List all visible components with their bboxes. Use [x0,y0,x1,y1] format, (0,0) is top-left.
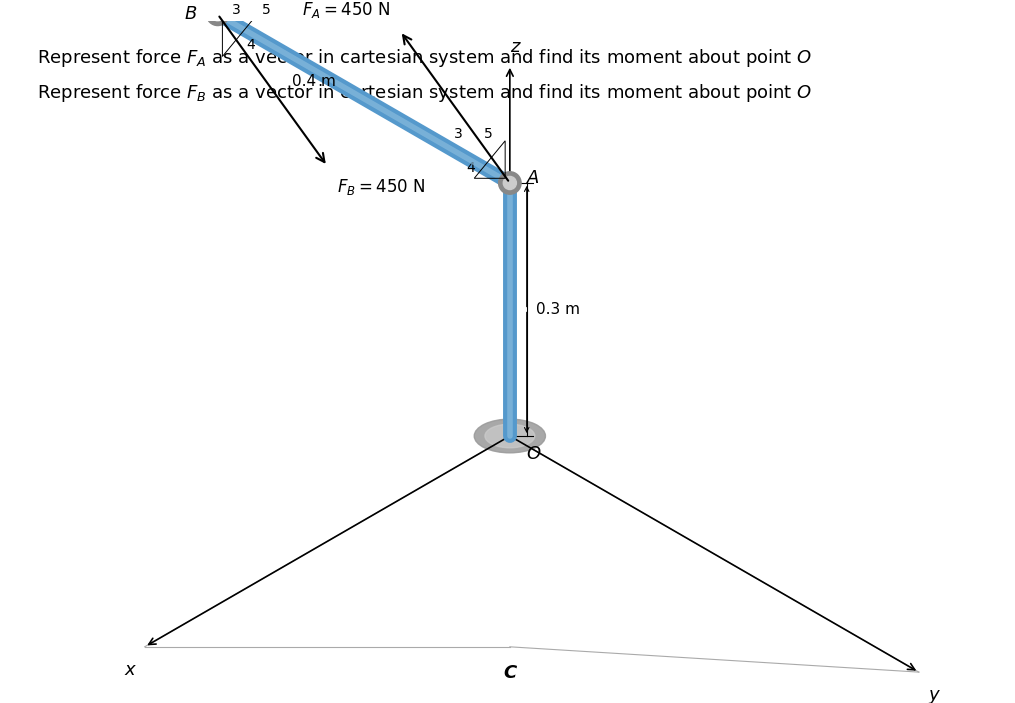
Text: $F_B = 450$ N: $F_B = 450$ N [337,177,425,198]
Ellipse shape [474,419,545,453]
Text: 4: 4 [246,38,255,52]
Text: 5: 5 [483,127,492,141]
Text: 3: 3 [232,3,242,17]
Circle shape [206,3,229,25]
Text: $F_A = 450$ N: $F_A = 450$ N [302,0,391,20]
Text: 5: 5 [262,3,271,17]
Text: O: O [527,446,541,463]
Text: C: C [503,664,517,682]
Text: 3: 3 [455,127,463,141]
Text: A: A [527,169,539,187]
Text: 0.3 m: 0.3 m [536,302,581,317]
Ellipse shape [485,424,535,448]
Text: Represent force $F_A$ as a vector in cartesian system and find its moment about : Represent force $F_A$ as a vector in car… [37,47,812,69]
Circle shape [498,172,521,194]
Text: Represent force $F_B$ as a vector in cartesian system and find its moment about : Represent force $F_B$ as a vector in car… [37,82,812,104]
Text: 0.4 m: 0.4 m [291,75,336,89]
Text: B: B [185,6,197,23]
Circle shape [503,176,517,190]
Text: x: x [125,661,135,679]
Circle shape [211,8,224,21]
Text: 4: 4 [466,162,475,176]
Text: y: y [928,686,939,703]
Text: z: z [510,37,520,56]
